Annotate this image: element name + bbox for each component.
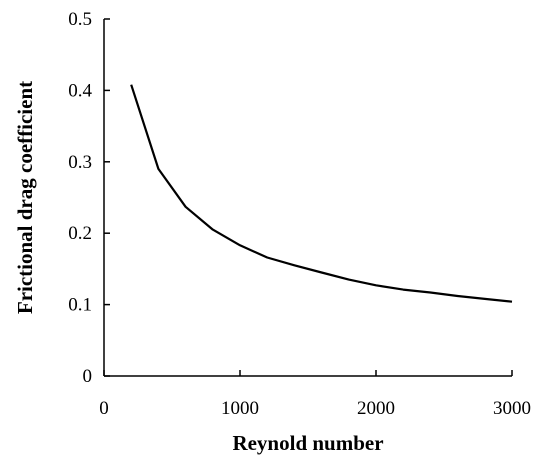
y-tick-label: 0.5 [68,9,92,30]
x-axis-title: Reynold number [232,431,383,455]
series-line [130,84,513,303]
y-tick-label: 0.3 [68,152,92,173]
y-axis-title: Frictional drag coefficient [13,81,37,314]
x-tick-label: 1000 [221,398,259,419]
y-tick-label: 0.4 [68,80,92,101]
x-tick-label: 0 [99,398,109,419]
y-tick-label: 0.2 [68,223,92,244]
x-tick-label: 3000 [493,398,531,419]
y-tick-label: 0.1 [68,295,92,316]
y-tick-label: 0 [83,366,93,387]
y-axis-ticks: 0 0.1 0.2 0.3 0.4 0.5 [68,9,110,387]
series-layer [130,84,513,303]
x-axis-ticks: 0 1000 2000 3000 [99,370,531,419]
x-tick-label: 2000 [357,398,395,419]
